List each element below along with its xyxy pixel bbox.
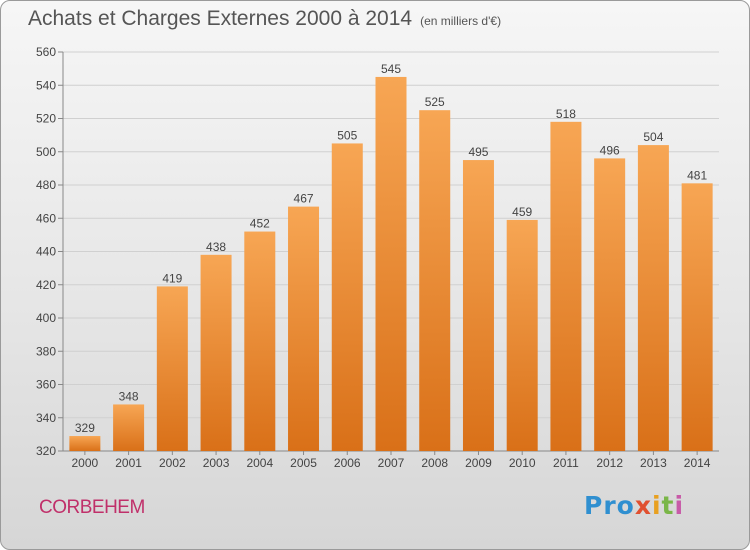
x-tick-label: 2002 [159, 456, 186, 470]
y-tick-label: 360 [36, 378, 56, 392]
x-tick-label: 2004 [246, 456, 273, 470]
bar [200, 254, 232, 451]
logo-part: t [661, 491, 675, 520]
data-labels: 329 348 419 438 452 467 505 545 525 495 459 518 496 5… [75, 62, 708, 435]
bar [681, 183, 713, 451]
x-tick-label: 2006 [334, 456, 361, 470]
data-label: 419 [162, 271, 182, 285]
x-tick-label: 2009 [465, 456, 492, 470]
data-label: 459 [512, 205, 532, 219]
x-tick-label: 2008 [421, 456, 448, 470]
data-label: 504 [643, 130, 663, 144]
data-label: 481 [687, 168, 707, 182]
data-label: 525 [425, 95, 445, 109]
data-label: 545 [381, 62, 401, 76]
chart-title-text: Achats et Charges Externes 2000 à 2014 [28, 7, 413, 30]
y-tick-label: 440 [36, 245, 56, 259]
proxiti-logo: Proxiti [584, 491, 684, 520]
y-tick-label: 400 [36, 311, 56, 325]
logo-part: i [674, 491, 685, 520]
data-label: 518 [556, 107, 576, 121]
x-tick-label: 2000 [72, 456, 99, 470]
x-tick-label: 2013 [640, 456, 667, 470]
bar [637, 145, 669, 451]
logo-part: x [634, 491, 652, 520]
bar [113, 404, 145, 451]
bar [244, 231, 276, 451]
bar [506, 219, 538, 451]
y-tick-label: 540 [36, 78, 56, 92]
x-tick-label: 2014 [684, 456, 711, 470]
y-tick-label: 500 [36, 145, 56, 159]
chart-subtitle: (en milliers d'€) [420, 14, 502, 28]
x-tick-label: 2010 [509, 456, 536, 470]
data-label: 495 [468, 145, 488, 159]
bar [375, 76, 407, 451]
bar [550, 121, 582, 451]
bar [594, 158, 626, 451]
x-tick-label: 2012 [596, 456, 623, 470]
data-label: 452 [250, 217, 270, 231]
data-label: 329 [75, 421, 95, 435]
y-tick-label: 520 [36, 112, 56, 126]
bar [331, 143, 363, 451]
x-tick-label: 2005 [290, 456, 317, 470]
data-label: 348 [119, 389, 139, 403]
y-tick-label: 420 [36, 278, 56, 292]
bar [288, 206, 320, 451]
data-label: 438 [206, 240, 226, 254]
axes: 320 340 360 380 400 420 440 460 480 500 520 540 560 2… [36, 45, 719, 470]
bar [419, 110, 451, 451]
x-tick-label: 2003 [203, 456, 230, 470]
data-label: 496 [600, 143, 620, 157]
commune-name: CORBEHEM [39, 497, 145, 518]
chart-title: Achats et Charges Externes 2000 à 2014 (e… [28, 7, 501, 31]
x-tick-label: 2011 [553, 456, 579, 470]
y-tick-label: 320 [36, 444, 56, 458]
y-tick-label: 560 [36, 45, 56, 59]
data-label: 505 [337, 128, 357, 142]
logo-part: i [651, 491, 662, 520]
y-tick-label: 460 [36, 211, 56, 225]
bar [69, 436, 101, 451]
y-tick-label: 380 [36, 344, 56, 358]
y-tick-label: 480 [36, 178, 56, 192]
logo-part: Pro [584, 491, 635, 520]
bar [156, 286, 188, 451]
x-tick-label: 2007 [378, 456, 405, 470]
y-tick-label: 340 [36, 411, 56, 425]
data-label: 467 [294, 192, 314, 206]
x-tick-label: 2001 [115, 456, 142, 470]
bars [69, 76, 713, 451]
bar [462, 160, 494, 451]
